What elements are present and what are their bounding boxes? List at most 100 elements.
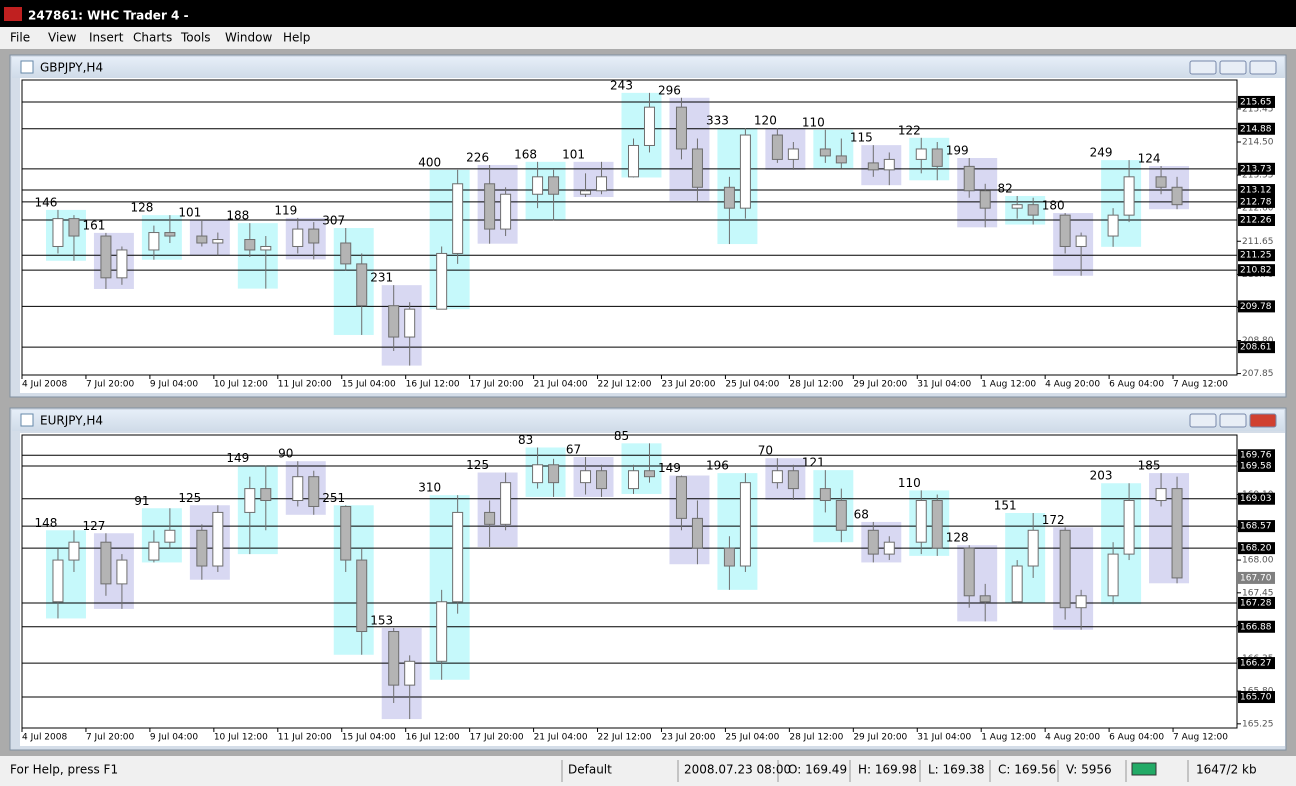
y-tick-label: 212.60 [1242, 204, 1274, 214]
candle-body [1123, 176, 1135, 216]
status-text: C: 169.56 [998, 763, 1056, 777]
x-tick-label: 16 Jul 12:00 [406, 733, 460, 743]
range-label: 68 [854, 507, 869, 521]
y-tick-label: 167.45 [1242, 588, 1274, 598]
level-label-box [1238, 520, 1275, 533]
level-label-box [1238, 542, 1275, 555]
range-label: 128 [946, 531, 969, 545]
x-tick-label: 22 Jul 12:00 [598, 380, 652, 390]
candle-body [260, 245, 272, 251]
range-label: 180 [1042, 199, 1065, 213]
minimize-button[interactable] [1189, 60, 1217, 75]
range-box [45, 209, 86, 261]
candle-body [436, 252, 448, 310]
menu-item[interactable]: Charts [133, 31, 172, 45]
x-tick-label: 15 Jul 04:00 [342, 733, 396, 743]
current-price-label: 167.70 [1240, 573, 1272, 583]
range-label: 149 [226, 451, 249, 465]
plot-frame [21, 434, 1238, 729]
candle-body [148, 541, 160, 561]
range-box [621, 92, 662, 178]
candle-body [212, 511, 224, 567]
candle-body [627, 470, 639, 490]
x-tick-label: 1 Aug 12:00 [981, 380, 1036, 390]
chart-title: EURJPY,H4 [40, 414, 103, 428]
level-label: 169.03 [1240, 494, 1272, 504]
minimize-button[interactable] [1189, 413, 1217, 428]
range-box [765, 458, 806, 500]
candle-body [691, 148, 703, 188]
candle-body [1027, 204, 1039, 216]
candle-body [292, 476, 304, 502]
range-label: 128 [130, 201, 153, 215]
maximize-button[interactable] [1219, 413, 1247, 428]
x-tick-label: 4 Jul 2008 [22, 733, 67, 743]
range-label: 83 [518, 433, 533, 447]
level-label-box [1238, 341, 1275, 354]
candle-body [212, 239, 224, 244]
status-text: 1647/2 kb [1196, 763, 1257, 777]
x-tick-label: 10 Jul 12:00 [214, 733, 268, 743]
y-tick-label: 214.50 [1242, 137, 1274, 147]
x-tick-label: 22 Jul 12:00 [598, 733, 652, 743]
menu-item[interactable]: Insert [89, 31, 124, 45]
candle-body [723, 186, 735, 209]
menu-item[interactable]: Tools [180, 31, 211, 45]
close-button[interactable] [1249, 413, 1277, 428]
maximize-button[interactable] [1219, 60, 1247, 75]
range-label: 203 [1090, 469, 1113, 483]
x-tick-label: 21 Jul 04:00 [534, 380, 588, 390]
level-label: 168.57 [1240, 522, 1272, 532]
status-text: O: 169.49 [788, 763, 847, 777]
level-label: 210.82 [1240, 266, 1272, 276]
range-box [141, 215, 182, 260]
range-box [1053, 213, 1094, 276]
level-label: 166.88 [1240, 622, 1272, 632]
chart-title: GBPJPY,H4 [40, 61, 103, 75]
candle-body [675, 476, 687, 519]
candle-body [196, 235, 208, 244]
y-tick-label: 168.00 [1242, 556, 1274, 566]
menu-item[interactable]: Help [283, 31, 310, 45]
candle-body [883, 158, 895, 171]
range-box [93, 533, 134, 609]
close-button[interactable] [1249, 60, 1277, 75]
candle-body [484, 183, 496, 230]
x-tick-label: 17 Jul 20:00 [470, 733, 524, 743]
candle-body [116, 249, 128, 279]
range-label: 172 [1042, 513, 1065, 527]
x-tick-label: 17 Jul 20:00 [470, 380, 524, 390]
range-label: 168 [514, 147, 537, 161]
status-text: For Help, press F1 [10, 763, 118, 777]
x-tick-label: 25 Jul 04:00 [725, 380, 779, 390]
range-box [861, 145, 902, 186]
level-label: 212.78 [1240, 197, 1272, 207]
candle-body [723, 547, 735, 567]
candle-body [116, 559, 128, 585]
range-box [813, 470, 854, 543]
candle-body [52, 559, 64, 603]
candle-body [164, 232, 176, 237]
candle-body [819, 488, 831, 502]
menu-item[interactable]: Window [225, 31, 273, 45]
title-bar [0, 0, 1296, 27]
candle-body [548, 464, 560, 484]
x-tick-label: 28 Jul 12:00 [789, 380, 843, 390]
menu-item[interactable]: File [10, 31, 30, 45]
level-label: 208.61 [1240, 343, 1272, 353]
candle-body [148, 232, 160, 251]
candle-body [68, 218, 80, 237]
candle-body [979, 595, 991, 603]
range-label: 249 [1090, 146, 1113, 160]
x-tick-label: 25 Jul 04:00 [725, 733, 779, 743]
candle-body [771, 470, 783, 484]
candle-body [1107, 553, 1119, 597]
candle-body [867, 162, 879, 171]
status-text: 2008.07.23 08:00 [684, 763, 791, 777]
candle-body [819, 148, 831, 157]
app-icon [4, 7, 22, 21]
menu-item[interactable]: View [48, 31, 77, 45]
level-label-box [1238, 596, 1275, 609]
status-text: L: 169.38 [928, 763, 985, 777]
